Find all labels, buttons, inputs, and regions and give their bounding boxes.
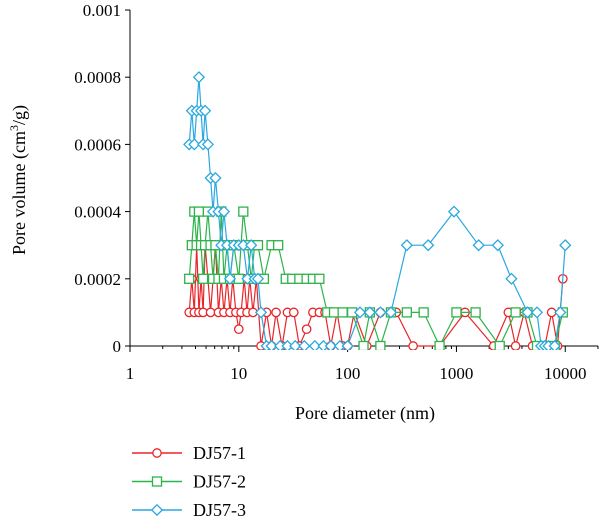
- data-point: [209, 171, 222, 185]
- legend-marker: [151, 476, 163, 487]
- data-point: [188, 138, 201, 151]
- data-point: [521, 306, 534, 319]
- data-point: [384, 306, 398, 319]
- data-point: [358, 340, 369, 350]
- data-point: [288, 307, 299, 318]
- data-point: [289, 339, 302, 350]
- data-point: [491, 239, 504, 252]
- data-point: [400, 239, 413, 252]
- data-point: [238, 206, 249, 217]
- legend-label: DJ57-1: [193, 443, 246, 463]
- data-point: [505, 272, 518, 285]
- data-point: [470, 307, 481, 318]
- data-point: [341, 339, 354, 350]
- data-point: [251, 272, 265, 285]
- data-point: [408, 341, 418, 350]
- series-layer: [183, 71, 572, 350]
- legend: DJ57-1 DJ57-2 DJ57-3: [132, 443, 246, 520]
- x-tick-label: 100: [335, 364, 361, 383]
- data-point: [375, 340, 386, 350]
- data-point: [193, 206, 205, 217]
- data-point: [217, 205, 231, 218]
- y-tick-label: 0.001: [83, 1, 121, 20]
- data-point: [494, 340, 505, 350]
- data-point: [273, 240, 284, 251]
- data-point: [223, 272, 237, 285]
- data-point: [245, 239, 258, 252]
- data-point: [298, 339, 311, 350]
- y-tick-label: 0.0006: [74, 135, 121, 154]
- data-point: [548, 339, 561, 350]
- data-point: [447, 205, 461, 218]
- data-point: [554, 306, 567, 319]
- data-point: [308, 339, 321, 350]
- legend-label: DJ57-3: [193, 500, 246, 520]
- data-point: [374, 306, 387, 319]
- x-ticks: 1 10 100 1000 10000: [126, 346, 599, 383]
- data-point: [198, 104, 212, 117]
- y-tick-label: 0.0002: [74, 270, 121, 289]
- data-point: [324, 339, 337, 350]
- y-tick-label: 0.0008: [74, 68, 121, 87]
- data-point: [265, 339, 278, 350]
- x-tick-label: 1: [126, 364, 135, 383]
- legend-marker: [152, 448, 162, 458]
- data-point: [422, 239, 435, 252]
- series-dj57-3: [183, 71, 572, 350]
- data-point: [510, 307, 521, 318]
- x-tick-label: 10000: [544, 364, 587, 383]
- x-tick-label: 10: [230, 364, 247, 383]
- data-point: [328, 307, 340, 318]
- x-axis-title: Pore diameter (nm): [295, 403, 435, 424]
- data-point: [201, 138, 215, 151]
- data-point: [472, 239, 485, 252]
- data-point: [353, 306, 367, 319]
- legend-label: DJ57-2: [193, 472, 246, 492]
- y-tick-label: 0.0004: [74, 203, 121, 222]
- y-tick-label: 0: [113, 337, 122, 356]
- data-point: [559, 239, 572, 252]
- legend-item: DJ57-1: [132, 443, 246, 463]
- data-point: [401, 307, 412, 318]
- y-ticks: 0 0.0002 0.0004 0.0006 0.0008 0.001: [74, 1, 130, 356]
- data-point: [301, 324, 312, 335]
- data-point: [197, 273, 209, 284]
- data-point: [233, 324, 244, 335]
- y-axis-title: Pore volume (cm3/g): [7, 105, 30, 255]
- data-point: [192, 71, 206, 84]
- data-point: [451, 307, 462, 318]
- data-point: [363, 306, 376, 319]
- legend-item: DJ57-2: [132, 472, 246, 492]
- data-point: [530, 306, 544, 319]
- data-point: [237, 239, 250, 252]
- y-axis-title-superscript: 3: [7, 125, 21, 131]
- data-point: [184, 273, 195, 284]
- data-point: [510, 341, 521, 350]
- data-point: [205, 307, 216, 318]
- legend-marker: [150, 503, 164, 517]
- data-point: [418, 307, 429, 318]
- data-point: [434, 340, 445, 350]
- legend-item: DJ57-3: [132, 500, 246, 520]
- x-tick-label: 1000: [439, 364, 473, 383]
- data-point: [314, 273, 325, 284]
- data-point: [337, 307, 348, 318]
- data-point: [254, 306, 268, 319]
- data-point: [271, 307, 281, 318]
